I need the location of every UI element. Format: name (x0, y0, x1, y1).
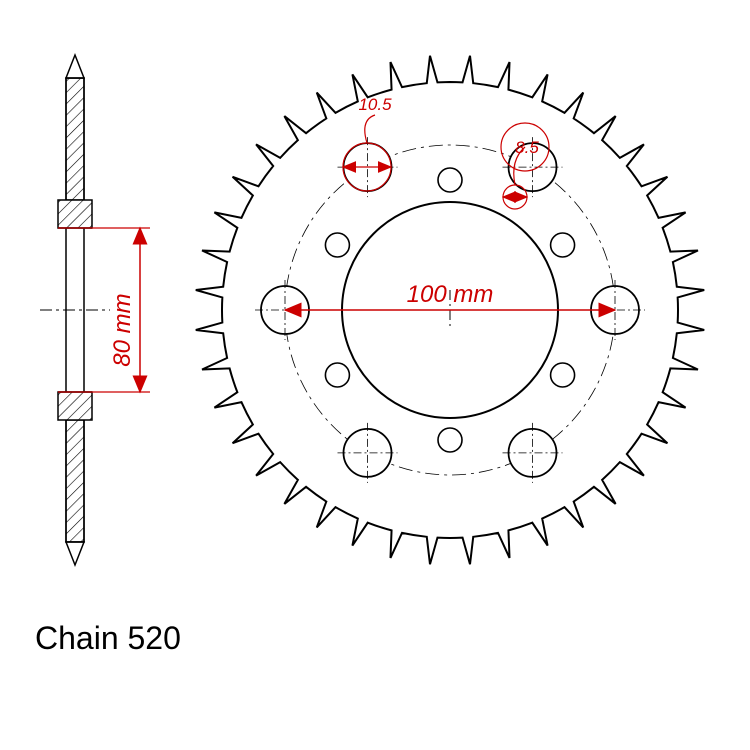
bolt-hole-label: 10.5 (358, 95, 392, 114)
side-view: 80 mm (40, 55, 150, 565)
sprocket-front: 100 mm 10.5 8.5 (196, 56, 704, 564)
pin-hole-label: 8.5 (515, 138, 539, 157)
diagram-container: 80 mm 100 mm 10.5 (0, 0, 750, 750)
bore-dim-label: 80 mm (109, 293, 136, 366)
bolt-circle-label: 100 mm (407, 281, 494, 308)
chain-caption: Chain 520 (35, 620, 181, 657)
